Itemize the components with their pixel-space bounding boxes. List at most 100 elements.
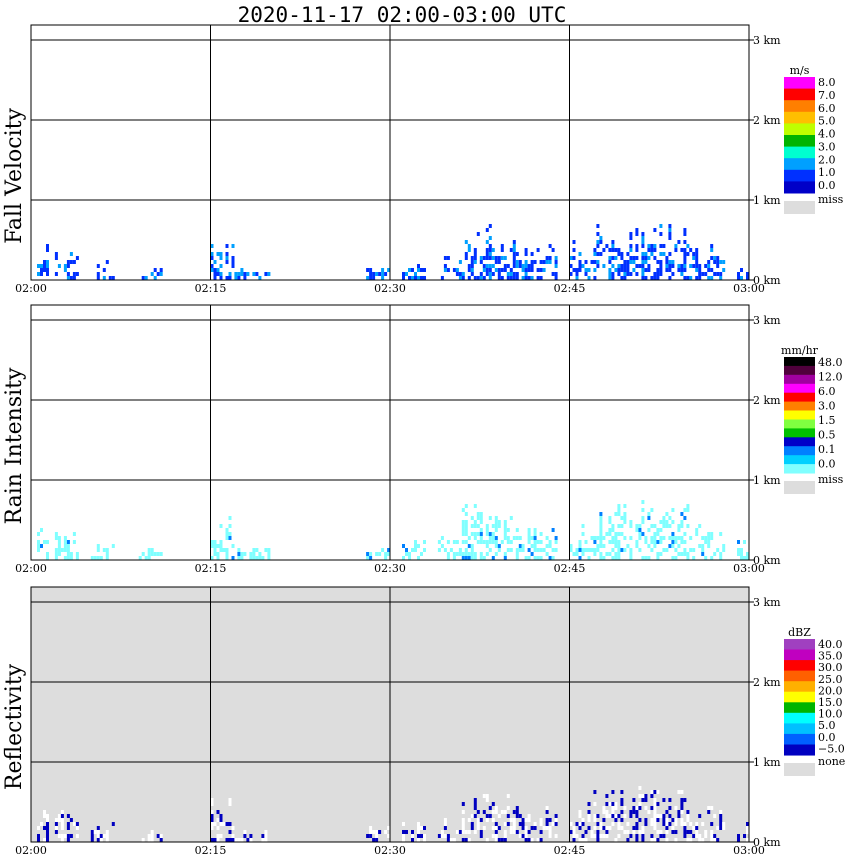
echo-cell: [515, 528, 519, 532]
echo-cell: [614, 556, 618, 560]
echo-cell: [665, 260, 669, 264]
colorbar-label: 10.0: [818, 708, 843, 721]
echo-cell: [656, 532, 660, 536]
echo-cell: [743, 834, 746, 838]
echo-cell: [530, 544, 534, 548]
time-tick-label: 03:00: [733, 844, 765, 857]
echo-cell: [617, 552, 621, 556]
echo-cell: [408, 552, 411, 556]
echo-cell: [593, 248, 597, 252]
echo-cell: [671, 272, 675, 276]
echo-cell: [596, 822, 600, 826]
colorbar-swatch: [784, 410, 815, 420]
echo-cell: [473, 260, 477, 264]
echo-cell: [219, 814, 223, 818]
echo-cell: [680, 798, 684, 802]
echo-cell: [683, 798, 687, 802]
echo-cell: [746, 552, 749, 556]
echo-cell: [680, 536, 684, 540]
echo-cell: [614, 512, 618, 516]
echo-cell: [551, 822, 555, 826]
echo-cell: [611, 802, 615, 806]
echo-cell: [515, 276, 519, 280]
echo-cell: [461, 508, 465, 512]
echo-cell: [479, 536, 483, 540]
echo-cell: [237, 272, 241, 276]
colorbar-label: 0.0: [818, 179, 836, 192]
echo-cell: [641, 232, 645, 236]
echo-cell: [608, 826, 612, 830]
echo-cell: [680, 552, 684, 556]
echo-cell: [704, 830, 708, 834]
echo-cell: [608, 268, 612, 272]
echo-cell: [548, 244, 552, 248]
height-tick-label: 2 km: [753, 394, 781, 407]
echo-cell: [461, 520, 465, 524]
echo-cell: [506, 548, 510, 552]
echo-cell: [554, 814, 558, 818]
echo-cell: [629, 236, 633, 240]
echo-cell: [497, 260, 501, 264]
echo-cell: [96, 276, 100, 280]
colorbar-units: m/s: [790, 64, 810, 77]
echo-cell: [479, 512, 483, 516]
echo-cell: [650, 834, 654, 838]
echo-cell: [638, 786, 642, 790]
echo-cell: [46, 272, 49, 276]
colorbar-swatch: [784, 712, 815, 724]
echo-cell: [267, 548, 271, 552]
echo-cell: [219, 548, 223, 552]
echo-cell: [653, 272, 657, 276]
echo-cell: [620, 548, 624, 552]
echo-cell: [491, 802, 495, 806]
echo-cell: [632, 268, 636, 272]
echo-cell: [683, 232, 687, 236]
echo-cell: [54, 272, 58, 276]
echo-cell: [683, 830, 687, 834]
height-tick-label: 0 km: [753, 554, 781, 567]
echo-cell: [63, 556, 67, 560]
echo-cell: [620, 826, 624, 830]
echo-cell: [96, 830, 100, 834]
echo-cell: [665, 810, 669, 814]
echo-cell: [417, 276, 420, 280]
echo-cell: [54, 822, 58, 826]
echo-cell: [216, 252, 220, 256]
echo-cell: [608, 272, 612, 276]
echo-cell: [602, 806, 606, 810]
colorbar-swatch: [784, 392, 815, 403]
echo-cell: [150, 548, 154, 552]
echo-cell: [524, 838, 528, 842]
echo-cell: [99, 556, 103, 560]
echo-cell: [575, 822, 579, 826]
echo-cell: [512, 256, 516, 260]
echo-cell: [698, 838, 702, 842]
colorbar-label: 4.0: [818, 128, 836, 141]
echo-cell: [635, 232, 639, 236]
echo-cell: [677, 552, 681, 556]
echo-cell: [638, 548, 642, 552]
echo-cell: [159, 272, 163, 276]
echo-cell: [378, 272, 382, 276]
echo-cell: [536, 556, 540, 560]
echo-cell: [662, 818, 666, 822]
echo-cell: [629, 524, 633, 528]
echo-cell: [659, 260, 663, 264]
echo-cell: [473, 536, 477, 540]
echo-cell: [37, 264, 40, 268]
echo-cell: [698, 524, 702, 528]
echo-cell: [521, 826, 525, 830]
echo-cell: [722, 260, 726, 264]
echo-cell: [659, 834, 663, 838]
echo-cell: [515, 806, 519, 810]
echo-cell: [629, 810, 633, 814]
echo-cell: [629, 548, 633, 552]
echo-cell: [641, 556, 645, 560]
echo-cell: [599, 516, 603, 520]
colorbar-label: 30.0: [818, 661, 843, 674]
echo-cell: [210, 544, 214, 548]
echo-cell: [461, 556, 465, 560]
echo-cell: [545, 536, 549, 540]
echo-cell: [569, 830, 573, 834]
echo-cell: [411, 548, 414, 552]
